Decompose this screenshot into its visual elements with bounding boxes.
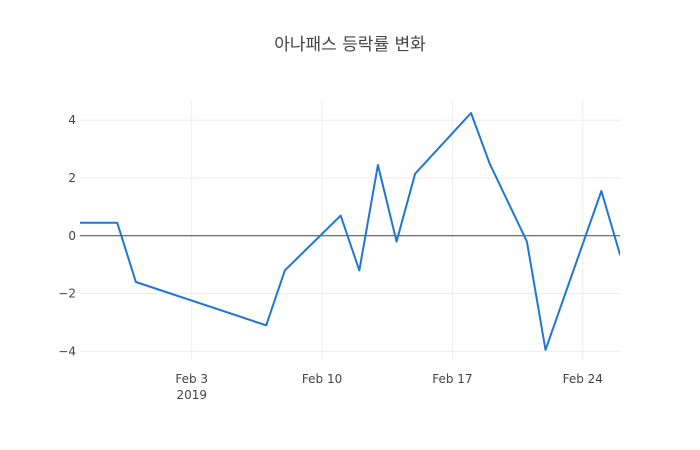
x-tick-label: Feb 17 bbox=[432, 372, 472, 386]
y-tick-label: −4 bbox=[58, 344, 76, 358]
y-tick-label: −2 bbox=[58, 287, 76, 301]
y-tick-label: 0 bbox=[68, 229, 76, 243]
x-tick-label: Feb 24 bbox=[563, 372, 603, 386]
y-tick-label: 2 bbox=[68, 171, 76, 185]
x-tick-label: Feb 3 bbox=[175, 372, 208, 386]
x-tick-label: Feb 10 bbox=[302, 372, 342, 386]
x-tick-sublabel: 2019 bbox=[176, 388, 207, 402]
y-tick-label: 4 bbox=[68, 113, 76, 127]
chart-title: 아나패스 등락률 변화 bbox=[274, 35, 426, 55]
